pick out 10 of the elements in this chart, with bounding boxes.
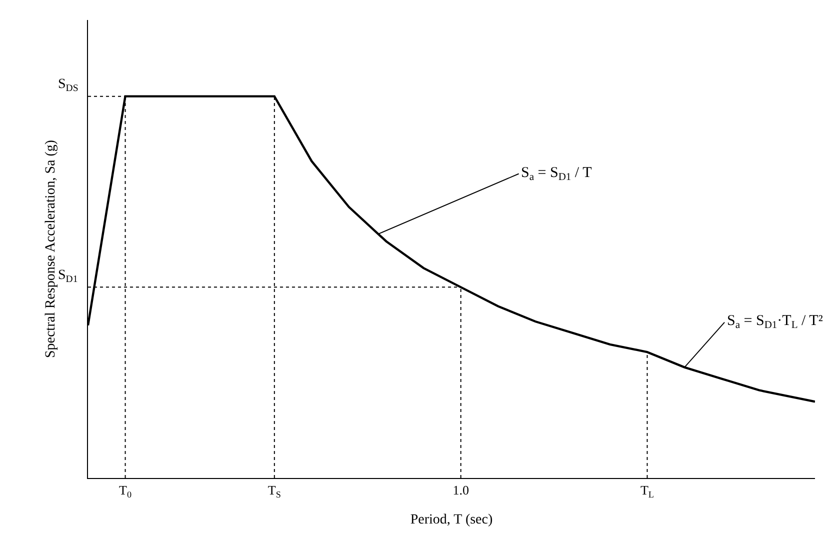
- x-tick-label: T$_{S}$: [268, 482, 281, 500]
- ref-line-label: S$_{D1}$: [58, 268, 78, 285]
- x-tick-label: T$_{0}$: [119, 482, 132, 500]
- x-tick-label: 1.0: [452, 482, 469, 498]
- y-axis-title: Spectral Response Acceleration, Sa (g): [44, 140, 59, 358]
- x-axis-title: Period, T (sec): [410, 512, 493, 528]
- x-tick-label: T$_{L}$: [640, 482, 654, 500]
- ref-line-label: S$_{DS}$: [58, 77, 78, 94]
- annotation: S$_{a}$ = S$_{D1}$·T$_{L}$ / T²: [727, 313, 824, 332]
- annotation: S$_{a}$ = S$_{D1}$ / T: [521, 165, 592, 184]
